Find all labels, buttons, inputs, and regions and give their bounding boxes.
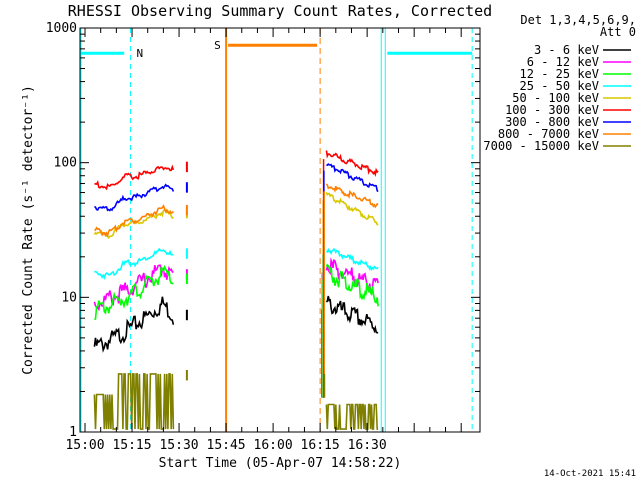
series-line xyxy=(94,247,174,281)
series-line xyxy=(94,183,175,212)
series-line xyxy=(325,150,379,178)
x-tick-label: 15:45 xyxy=(207,438,246,453)
legend-label: 25 - 50 keV xyxy=(520,79,599,93)
x-tick-label: 15:30 xyxy=(159,438,198,453)
legend-label: 7000 - 15000 keV xyxy=(483,139,599,153)
y-axis-label: Corrected Count Rate (s⁻¹ detector⁻¹) xyxy=(21,85,36,375)
series-line xyxy=(325,263,379,307)
chart-title: RHESSI Observing Summary Count Rates, Co… xyxy=(68,2,492,20)
series-line xyxy=(325,257,379,294)
series-layer xyxy=(93,150,379,430)
legend-label: 800 - 7000 keV xyxy=(498,127,599,141)
x-tick-label: 16:00 xyxy=(254,438,293,453)
timestamp: 14-Oct-2021 15:41 xyxy=(544,469,636,479)
series-line xyxy=(93,373,175,430)
legend-label: 3 - 6 keV xyxy=(534,43,599,57)
series-line xyxy=(93,264,174,312)
series-line xyxy=(325,295,379,334)
x-tick-label: 15:15 xyxy=(112,438,151,453)
series-line xyxy=(325,247,379,272)
series-line xyxy=(326,162,379,193)
x-tick-label: 15:00 xyxy=(65,438,104,453)
legend-header-1: Det 1,3,4,5,6,9, xyxy=(520,13,636,27)
x-tick-label: 16:30 xyxy=(348,438,387,453)
y-tick-label: 10 xyxy=(61,290,77,305)
legend-label: 50 - 100 keV xyxy=(512,91,599,105)
legend-header-2: Att 0 xyxy=(600,25,636,39)
plot-frame xyxy=(79,27,481,433)
night-label: N xyxy=(136,47,143,60)
series-line xyxy=(94,204,175,238)
series-line xyxy=(94,265,174,321)
series-line xyxy=(94,164,175,191)
y-tick-label: 1000 xyxy=(46,21,77,36)
series-line xyxy=(325,183,379,209)
y-tick-label: 1 xyxy=(69,425,77,440)
y-axis: 1 10 100 1000 xyxy=(46,21,480,440)
legend-label: 6 - 12 keV xyxy=(527,55,599,69)
series-line xyxy=(325,192,379,226)
x-axis-label: Start Time (05-Apr-07 14:58:22) xyxy=(159,456,402,471)
legend-label: 12 - 25 keV xyxy=(520,67,599,81)
x-tick-label: 16:15 xyxy=(301,438,340,453)
saa-label: S xyxy=(214,39,221,52)
legend-label: 300 - 800 keV xyxy=(505,115,599,129)
x-axis: 15:00 15:15 15:30 15:45 16:00 16:15 16:30 xyxy=(65,28,462,453)
series-line xyxy=(325,403,379,430)
series-line xyxy=(93,296,175,353)
legend-label: 100 - 300 keV xyxy=(505,103,599,117)
y-tick-label: 100 xyxy=(54,156,77,171)
interval-markers: NS xyxy=(80,28,473,432)
